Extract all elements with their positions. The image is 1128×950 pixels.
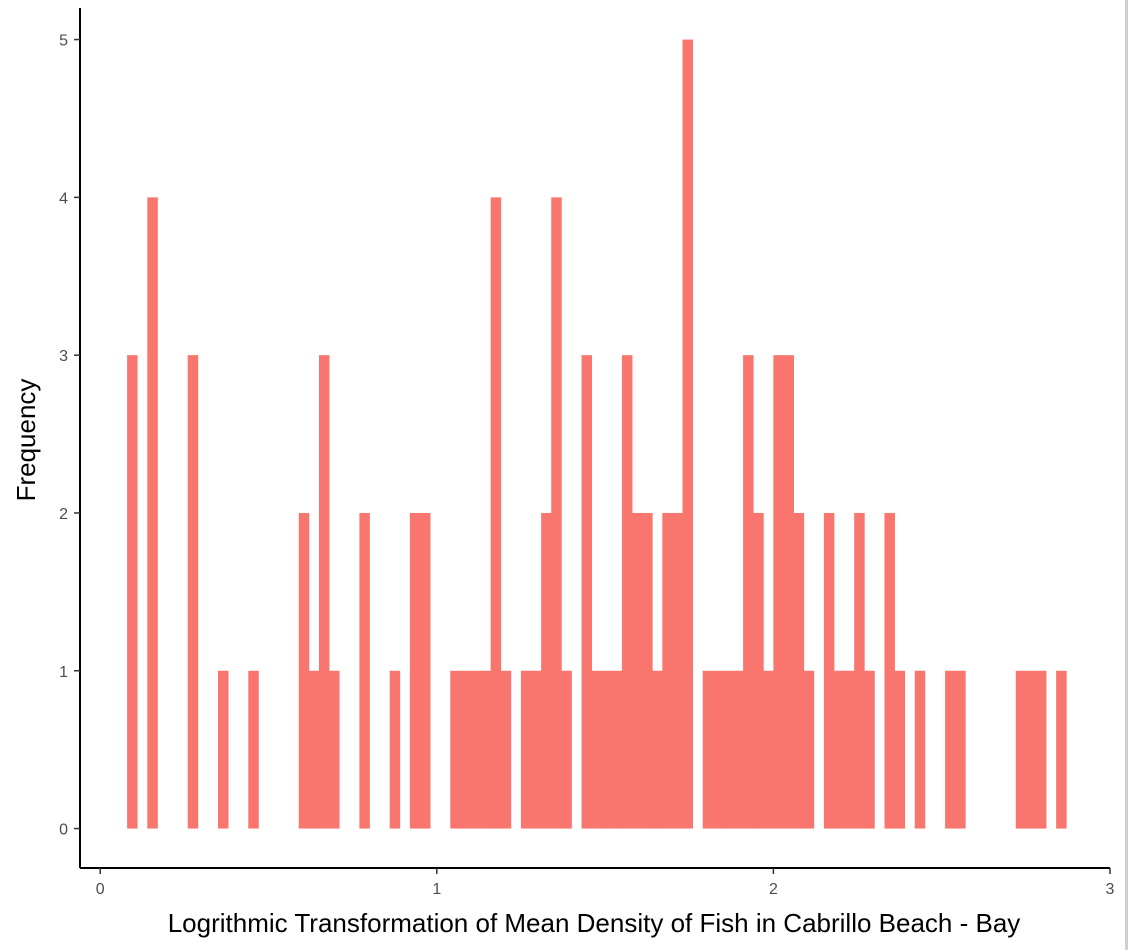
histogram-bar [389,670,401,829]
y-tick-label: 4 [59,190,68,207]
histogram-bar [127,355,138,829]
histogram-bar [702,670,714,829]
x-tick-label: 0 [96,881,105,898]
histogram-bar [642,512,653,829]
histogram-bar [298,512,310,829]
y-tick-label: 1 [59,664,68,681]
y-tick-label: 0 [59,822,68,839]
y-tick-label: 2 [59,506,68,523]
histogram-bar [743,355,754,829]
y-tick-label: 5 [59,33,68,50]
histogram-bar [1056,670,1067,829]
histogram-bar [1025,670,1037,829]
histogram-bar [773,355,784,829]
histogram-bar [682,39,694,829]
histogram-bar [409,512,421,829]
histogram-bar [955,670,966,829]
histogram-bar [470,670,481,829]
y-axis-title: Frequency [11,379,41,502]
y-tick-label: 3 [59,348,68,365]
y-axis-ticks: 0 1 2 3 4 5 [59,33,80,839]
histogram-bar [531,670,542,829]
x-axis-title: Logrithmic Transformation of Mean Densit… [168,908,1021,938]
window-edge [1125,0,1128,950]
x-tick-label: 2 [769,881,778,898]
histogram-bar [662,512,673,829]
histogram-bar [500,670,512,829]
histogram-bar [248,670,259,829]
histogram-bar [581,355,593,829]
histogram-bar [753,512,764,829]
histogram-bar [833,670,845,829]
histogram-bar [147,197,158,829]
histogram-bar [490,197,502,829]
histogram-bar [218,670,229,829]
histogram-bar [1015,670,1027,829]
histogram-bar [854,512,865,829]
histogram-bar [712,670,724,829]
histogram-bar [551,197,562,829]
x-axis-ticks: 0 1 2 3 [96,868,1115,898]
histogram-bar [359,512,370,829]
histogram-bar [763,670,774,829]
histogram-bar [460,670,471,829]
histogram-bar [803,670,815,829]
histogram-bar [601,670,613,829]
histogram-bar [884,512,895,829]
histogram-bar [520,670,532,829]
histogram-bar [844,670,855,829]
histogram-bar [783,355,794,829]
histogram-bar [541,512,552,829]
histogram-bar [419,512,431,829]
x-tick-label: 1 [432,881,441,898]
histogram-bar [187,355,199,829]
histogram-bar [945,670,956,829]
histogram-bar [793,512,805,829]
histogram-bar [561,670,572,829]
histogram-bar [864,670,875,829]
histogram-bar [894,670,906,829]
histogram-bar [722,670,734,829]
x-tick-label: 3 [1106,881,1115,898]
histogram-bar [329,670,340,829]
histogram-bar [1035,670,1047,829]
histogram-bars [127,39,1067,829]
histogram-bar [914,670,926,829]
histogram-bar [621,355,633,829]
histogram-bar [591,670,603,829]
histogram-bar [823,512,835,829]
histogram-bar [308,670,320,829]
histogram-bar [672,512,683,829]
histogram-bar [450,670,461,829]
histogram-bar [632,512,643,829]
histogram-bar [480,670,492,829]
histogram-bar [611,670,623,829]
histogram-bar [733,670,744,829]
histogram-bar [652,670,663,829]
histogram-bar [318,355,330,829]
